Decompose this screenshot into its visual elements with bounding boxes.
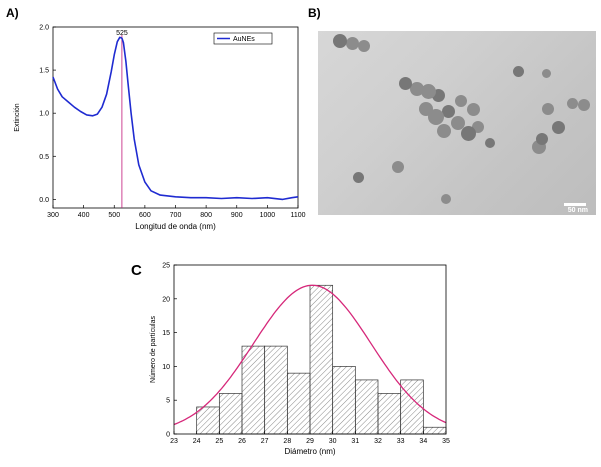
nanoparticle <box>451 116 465 130</box>
nanoparticle <box>358 40 370 52</box>
nanoparticle <box>512 65 524 77</box>
nanoparticle <box>392 161 404 173</box>
y-tick-label-c: 5 <box>166 398 170 405</box>
y-tick-label-a: 0.0 <box>39 197 49 204</box>
y-tick-label-a: 1.0 <box>39 111 49 118</box>
histogram-bar <box>400 379 424 435</box>
nanoparticle <box>536 133 548 145</box>
x-tick-label-a: 400 <box>78 212 90 219</box>
nanoparticle <box>333 34 347 48</box>
x-tick-label-c: 29 <box>306 438 314 445</box>
nanoparticle <box>578 99 590 111</box>
tem-micrograph: 50 nm <box>318 31 596 215</box>
y-tick-label-a: 2.0 <box>39 25 49 32</box>
x-tick-label-c: 26 <box>238 438 246 445</box>
x-tick-label-c: 30 <box>329 438 337 445</box>
nanoparticle <box>542 103 554 115</box>
histogram-bar <box>218 393 243 435</box>
histogram-bar <box>286 372 311 435</box>
y-tick-label-c: 10 <box>162 364 170 371</box>
histogram-bar <box>241 345 266 435</box>
nanoparticle <box>410 82 424 96</box>
nanoparticle <box>566 97 578 109</box>
legend-box <box>213 32 273 45</box>
plot-frame-a <box>52 26 299 209</box>
scale-bar <box>564 203 586 206</box>
peak-label: 525 <box>116 30 128 37</box>
scale-bar-label: 50 nm <box>567 207 588 214</box>
nanoparticle <box>441 194 451 204</box>
x-tick-label-c: 24 <box>193 438 201 445</box>
panel-a-label: A) <box>6 6 19 20</box>
nanoparticle <box>419 102 433 116</box>
histogram-bar <box>377 393 402 435</box>
histogram-bar <box>309 284 334 435</box>
x-axis-title-a: Longitud de onda (nm) <box>135 222 216 231</box>
x-tick-label-c: 23 <box>170 438 178 445</box>
x-tick-label-c: 35 <box>442 438 450 445</box>
histogram-bar <box>422 426 447 435</box>
x-tick-label-c: 32 <box>374 438 382 445</box>
x-tick-label-c: 31 <box>351 438 359 445</box>
y-axis-title-a: Extinción <box>14 103 21 132</box>
histogram-bar <box>332 366 356 435</box>
x-tick-label-a: 1000 <box>260 212 276 219</box>
x-tick-label-a: 800 <box>200 212 212 219</box>
y-tick-label-c: 25 <box>162 263 170 270</box>
y-tick-label-c: 15 <box>162 330 170 337</box>
nanoparticle <box>437 124 451 138</box>
histogram-bar <box>264 345 288 435</box>
nanoparticle <box>455 95 467 107</box>
nanoparticle <box>428 109 444 125</box>
histogram-bar <box>196 406 220 435</box>
nanoparticle <box>485 138 495 148</box>
nanoparticle <box>551 120 565 134</box>
x-tick-label-c: 27 <box>261 438 269 445</box>
x-tick-label-c: 33 <box>397 438 405 445</box>
x-tick-label-a: 300 <box>47 212 59 219</box>
y-tick-label-a: 1.5 <box>39 68 49 75</box>
nanoparticle <box>398 76 412 90</box>
x-tick-label-a: 1100 <box>290 212 305 219</box>
nanoparticle <box>345 36 359 50</box>
x-tick-label-a: 600 <box>139 212 151 219</box>
panel-c-label: C <box>131 262 142 279</box>
x-tick-label-a: 500 <box>108 212 120 219</box>
histogram-bar <box>354 379 379 435</box>
y-tick-label-c: 0 <box>166 432 170 439</box>
legend-label: AuNEs <box>233 36 255 43</box>
nanoparticle <box>541 68 551 78</box>
y-tick-label-c: 20 <box>162 296 170 303</box>
y-axis-title-c: Número de partículas <box>150 316 157 383</box>
x-tick-label-c: 34 <box>419 438 427 445</box>
nanoparticle <box>460 125 476 141</box>
x-tick-label-c: 25 <box>215 438 223 445</box>
nanoparticle <box>420 83 436 99</box>
nanoparticle <box>466 102 480 116</box>
x-tick-label-a: 700 <box>170 212 182 219</box>
x-tick-label-a: 900 <box>231 212 243 219</box>
gaussian-fit-curve <box>173 284 447 426</box>
nanoparticle <box>352 171 364 183</box>
y-tick-label-a: 0.5 <box>39 154 49 161</box>
x-tick-label-c: 28 <box>283 438 291 445</box>
series-line-auNEs <box>52 36 299 201</box>
x-axis-title-c: Diámetro (nm) <box>284 447 335 456</box>
nanoparticle <box>441 104 455 118</box>
panel-b-label: B) <box>308 6 321 20</box>
